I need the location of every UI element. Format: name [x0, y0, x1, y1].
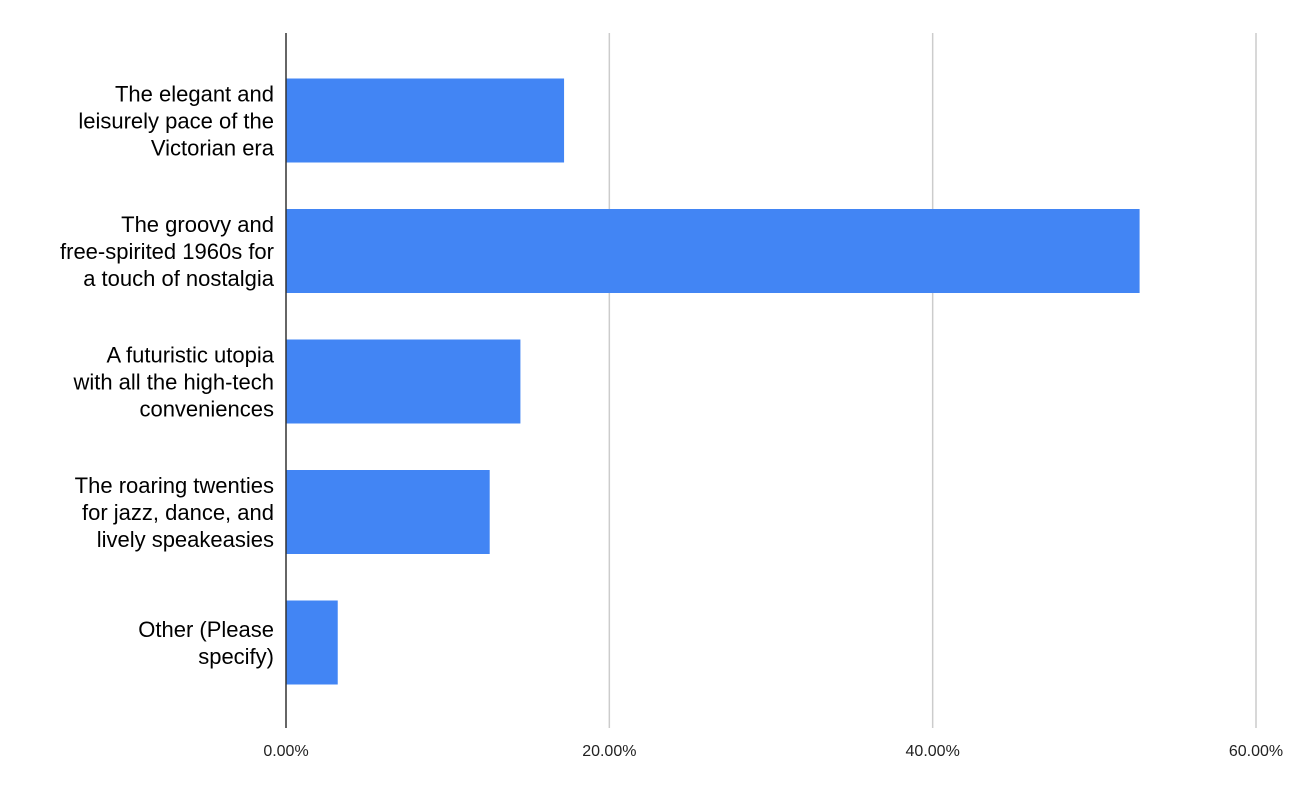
- category-labels: The elegant and leisurely pace of the Vict…: [60, 82, 275, 670]
- x-tick-label: 0.00%: [263, 743, 308, 760]
- x-tick-label: 60.00%: [1229, 743, 1283, 760]
- category-label: The groovy and free-spirited 1960s for a t…: [60, 212, 275, 291]
- x-tick-labels: 0.00% 20.00% 40.00% 60.00%: [263, 743, 1283, 760]
- bar: [286, 339, 521, 424]
- bars: [286, 78, 1140, 685]
- bar: [286, 600, 338, 685]
- bar: [286, 78, 565, 163]
- gridlines: [608, 33, 1257, 728]
- category-label: The elegant and leisurely pace of the Vict…: [78, 82, 274, 161]
- x-tick-label: 20.00%: [582, 743, 636, 760]
- category-label: Other (Please specify): [138, 617, 274, 669]
- bar: [286, 209, 1140, 293]
- category-label: A futuristic utopia with all the high-tec…: [72, 343, 274, 422]
- category-label: The roaring twenties for jazz, dance, and…: [75, 473, 274, 552]
- bar: [286, 470, 490, 554]
- x-tick-label: 40.00%: [906, 743, 960, 760]
